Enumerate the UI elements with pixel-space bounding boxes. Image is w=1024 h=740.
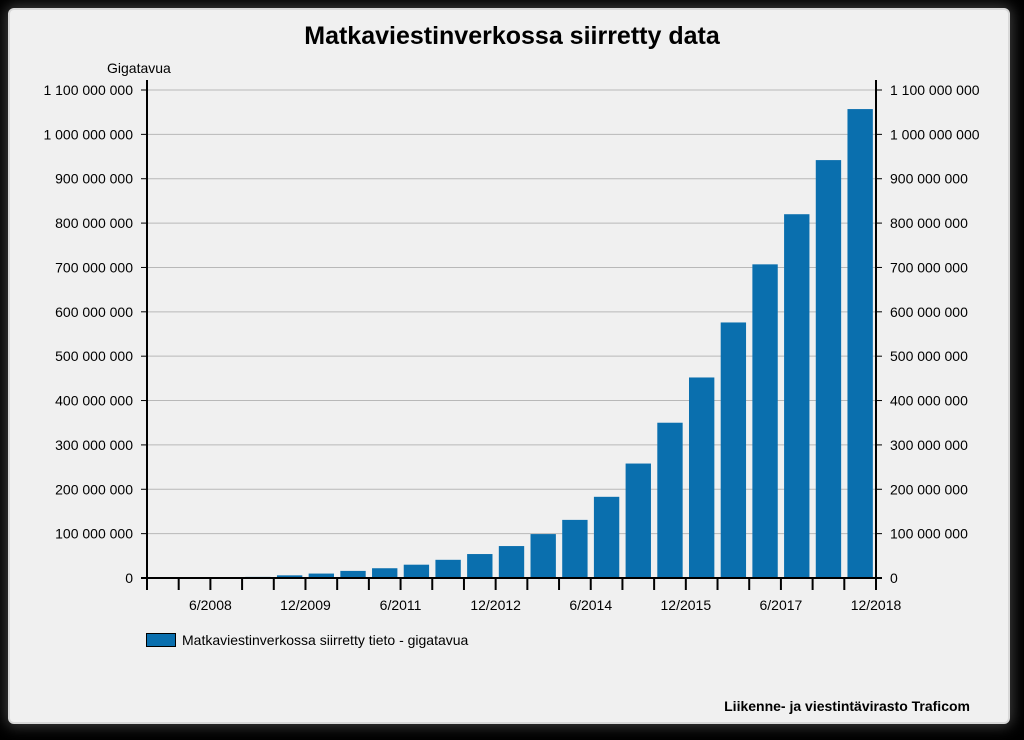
legend-swatch <box>146 633 176 647</box>
x-tick-label: 6/2008 <box>189 597 232 613</box>
bar <box>308 573 335 578</box>
x-tick-label: 6/2014 <box>569 597 612 613</box>
y-tick-label-right: 600 000 000 <box>890 304 968 320</box>
bar <box>403 564 430 578</box>
bar <box>625 463 651 578</box>
y-tick-label-left: 1 000 000 000 <box>43 126 133 142</box>
chart-title: Matkaviestinverkossa siirretty data <box>304 22 720 50</box>
y-tick-label-left: 900 000 000 <box>55 171 133 187</box>
y-tick-label-right: 900 000 000 <box>890 171 968 187</box>
bar <box>372 568 398 578</box>
chart-frame <box>10 10 1008 722</box>
bar <box>815 160 842 578</box>
bar <box>340 570 366 578</box>
y-tick-label-left: 1 100 000 000 <box>43 82 133 98</box>
legend-label: Matkaviestinverkossa siirretty tieto - g… <box>182 632 469 648</box>
y-tick-label-right: 200 000 000 <box>890 481 968 497</box>
y-tick-label-left: 700 000 000 <box>55 259 133 275</box>
y-tick-label-left: 100 000 000 <box>55 526 133 542</box>
bar <box>688 377 715 578</box>
source-credit: Liikenne- ja viestintävirasto Traficom <box>724 698 970 714</box>
y-tick-label-left: 200 000 000 <box>55 481 133 497</box>
y-tick-label-left: 400 000 000 <box>55 393 133 409</box>
bar <box>593 496 620 578</box>
x-tick-label: 12/2012 <box>470 597 521 613</box>
y-tick-label-right: 800 000 000 <box>890 215 968 231</box>
y-tick-label-left: 500 000 000 <box>55 348 133 364</box>
x-tick-label: 6/2011 <box>380 597 422 613</box>
y-axis-unit-label: Gigatavua <box>107 60 171 76</box>
bar <box>562 519 588 578</box>
y-tick-label-left: 600 000 000 <box>55 304 133 320</box>
legend: Matkaviestinverkossa siirretty tieto - g… <box>146 632 468 648</box>
y-tick-label-right: 1 000 000 000 <box>890 126 980 142</box>
bar <box>784 214 810 578</box>
x-tick-label: 12/2009 <box>280 597 331 613</box>
bar <box>530 534 556 578</box>
bar <box>657 422 683 578</box>
y-tick-label-right: 1 100 000 000 <box>890 82 980 98</box>
y-tick-label-right: 100 000 000 <box>890 526 968 542</box>
y-tick-label-right: 500 000 000 <box>890 348 968 364</box>
y-tick-label-left: 300 000 000 <box>55 437 133 453</box>
x-tick-label: 12/2015 <box>661 597 712 613</box>
bar <box>752 264 778 578</box>
y-tick-label-right: 300 000 000 <box>890 437 968 453</box>
bar <box>435 559 461 578</box>
y-tick-label-left: 0 <box>125 570 133 586</box>
y-tick-label-right: 0 <box>890 570 898 586</box>
bar <box>467 554 493 578</box>
y-tick-label-left: 800 000 000 <box>55 215 133 231</box>
x-tick-label: 6/2017 <box>759 597 802 613</box>
bar <box>847 109 873 579</box>
bar <box>276 575 303 578</box>
y-tick-label-right: 700 000 000 <box>890 259 968 275</box>
y-tick-label-right: 400 000 000 <box>890 393 968 409</box>
x-tick-label: 12/2018 <box>851 597 902 613</box>
bar <box>720 322 747 578</box>
bar <box>498 546 525 578</box>
